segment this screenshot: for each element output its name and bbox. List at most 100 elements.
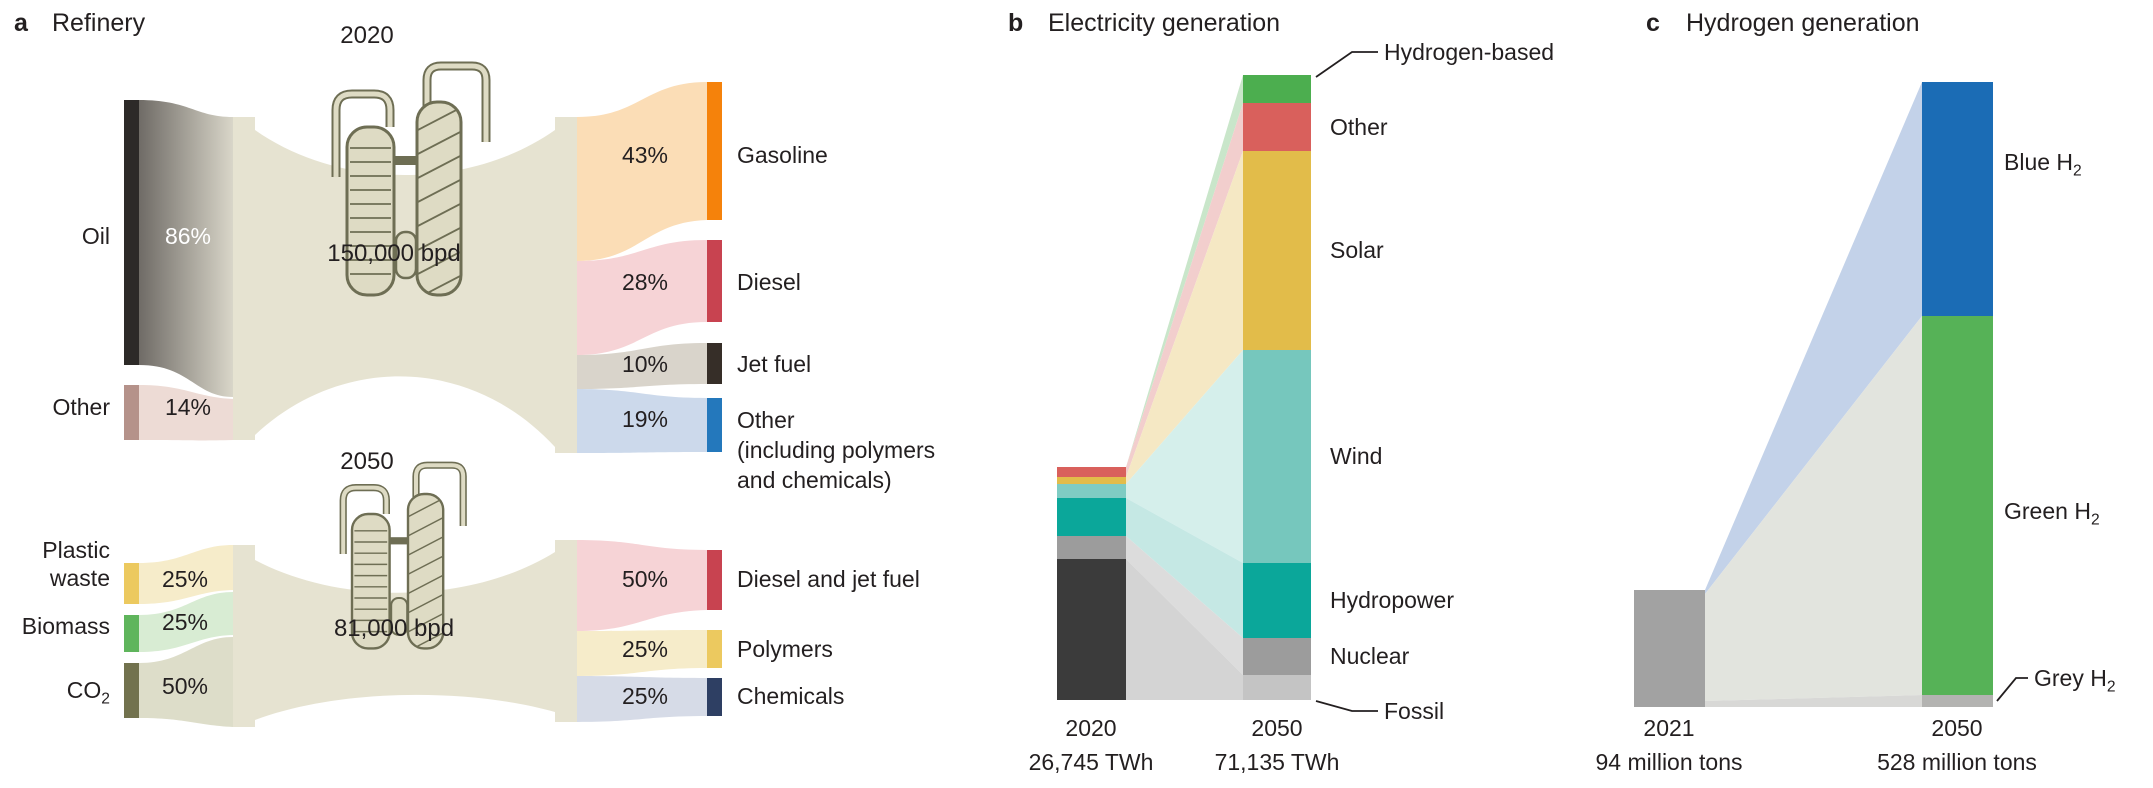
wind-flow: [1126, 350, 1243, 563]
bar-2050-fossil: [1243, 675, 1311, 700]
bar-2050-solar: [1243, 151, 1311, 350]
plastic-waste-label-line2: waste: [49, 565, 110, 591]
bar-2020-other: [1057, 467, 1126, 477]
fossil-connector: [1315, 700, 1378, 712]
gasoline-label: Gasoline: [737, 142, 828, 168]
co2-subscript: 2: [101, 690, 110, 708]
segment-label-hydropower: Hydropower: [1330, 587, 1454, 613]
gasoline-pct: 43%: [621, 142, 669, 168]
refinery-sankey-2020: [124, 82, 722, 453]
segment-label-nuclear: Nuclear: [1330, 643, 1410, 669]
axis-year-2021: 2021: [1643, 715, 1695, 741]
other-products-label: Other (including polymers and chemicals): [737, 405, 935, 495]
axis-total-2050-electricity: 71,135 TWh: [1214, 749, 1340, 775]
co2-flow: [139, 637, 233, 727]
jet-fuel-label: Jet fuel: [737, 351, 812, 377]
bar-2050-hydropower: [1243, 563, 1311, 638]
grey-h2-subscript: 2: [2106, 678, 2116, 696]
gasoline-flow: [577, 82, 707, 261]
panel-b-title: Electricity generation: [1048, 9, 1281, 37]
other-input-pct: 14%: [164, 394, 212, 420]
diesel-jet-pct: 50%: [621, 566, 669, 592]
chemicals-label: Chemicals: [737, 683, 845, 709]
other-products-flow: [577, 389, 707, 453]
segment-label-wind: Wind: [1330, 443, 1383, 469]
grey-h2-flow: [1705, 695, 1922, 707]
diesel-jet-bar: [707, 550, 722, 610]
axis-year-2020: 2020: [1065, 715, 1117, 741]
plastic-waste-label-line1: Plastic: [42, 537, 110, 563]
green-h2-subscript: 2: [2090, 511, 2100, 529]
panel-b-letter: b: [1008, 9, 1024, 37]
oil-input-bar: [124, 100, 139, 365]
grey-h2-label: Grey H2: [2034, 665, 2116, 696]
segment-label-other: Other: [1330, 114, 1388, 140]
bar-2020-solar: [1057, 477, 1126, 484]
bar-2050-hydrogen-based: [1243, 75, 1311, 103]
plastic-waste-label: Plastic waste: [8, 536, 110, 592]
other-products-pct: 19%: [621, 406, 669, 432]
capacity-2020: 150,000 bpd: [327, 240, 461, 267]
bar-2050-other: [1243, 103, 1311, 151]
grey-h2-connector: [1996, 677, 2028, 702]
panel-a-title: Refinery: [52, 9, 146, 37]
jet-fuel-bar: [707, 343, 722, 384]
year-label-2020: 2020: [340, 22, 394, 49]
segment-label-hydrogen-based: Hydrogen-based: [1384, 39, 1555, 65]
blue-h2-label: Blue H2: [2004, 149, 2082, 180]
year-label-2050: 2050: [340, 448, 394, 475]
co2-label: CO2: [66, 677, 110, 708]
panel-c-letter: c: [1646, 9, 1660, 37]
segment-label-fossil: Fossil: [1384, 698, 1445, 724]
hydrogen-alluvial: [1634, 82, 2028, 707]
refinery-sankey-2050: [124, 540, 722, 727]
other-products-label-line3: and chemicals): [737, 467, 892, 493]
other-products-bar: [707, 398, 722, 452]
axis-year-2050-hydrogen: 2050: [1931, 715, 1983, 741]
diesel-bar: [707, 240, 722, 322]
polymers-pct: 25%: [621, 636, 669, 662]
co2-bar: [124, 663, 139, 718]
plastic-waste-flow: [139, 545, 233, 604]
jet-fuel-flow: [577, 343, 707, 389]
bar-2050-green-h2: [1922, 316, 1993, 695]
bar-2050-wind: [1243, 350, 1311, 563]
axis-total-2021: 94 million tons: [1595, 749, 1743, 775]
axis-total-2050-hydrogen: 528 million tons: [1877, 749, 2037, 775]
biomass-pct: 25%: [161, 609, 209, 635]
polymers-label: Polymers: [737, 636, 833, 662]
axis-year-2050-electricity: 2050: [1251, 715, 1303, 741]
hydropower-flow: [1126, 498, 1243, 638]
bar-2050-nuclear: [1243, 638, 1311, 675]
diesel-jet-label: Diesel and jet fuel: [737, 566, 920, 592]
hydrogen-based-connector: [1315, 51, 1378, 78]
green-h2-label: Green H2: [2004, 498, 2100, 529]
biomass-flow: [139, 592, 233, 652]
oil-flow: [139, 100, 233, 397]
plastic-waste-bar: [124, 563, 139, 604]
chemicals-bar: [707, 678, 722, 716]
other-input-flow: [139, 385, 233, 441]
green-h2-flow: [1705, 316, 1922, 701]
other-electricity-flow: [1126, 103, 1243, 477]
bar-2020-hydropower: [1057, 498, 1126, 536]
nuclear-flow: [1126, 536, 1243, 675]
other-products-label-line2: (including polymers: [737, 437, 936, 463]
diesel-jet-flow: [577, 540, 707, 631]
biomass-bar: [124, 615, 139, 652]
polymers-flow: [577, 630, 707, 676]
plastic-waste-pct: 25%: [161, 566, 209, 592]
bar-2020-fossil: [1057, 559, 1126, 700]
solar-flow: [1126, 151, 1243, 484]
chemicals-flow: [577, 676, 707, 722]
chemicals-pct: 25%: [621, 683, 669, 709]
other-input-bar: [124, 385, 139, 440]
capacity-2050: 81,000 bpd: [333, 615, 455, 642]
panel-c-title: Hydrogen generation: [1686, 9, 1920, 37]
bar-2020-wind: [1057, 484, 1126, 498]
bar-2020-nuclear: [1057, 536, 1126, 559]
biomass-label: Biomass: [21, 613, 110, 639]
bar-2021-grey-h2: [1634, 590, 1705, 707]
